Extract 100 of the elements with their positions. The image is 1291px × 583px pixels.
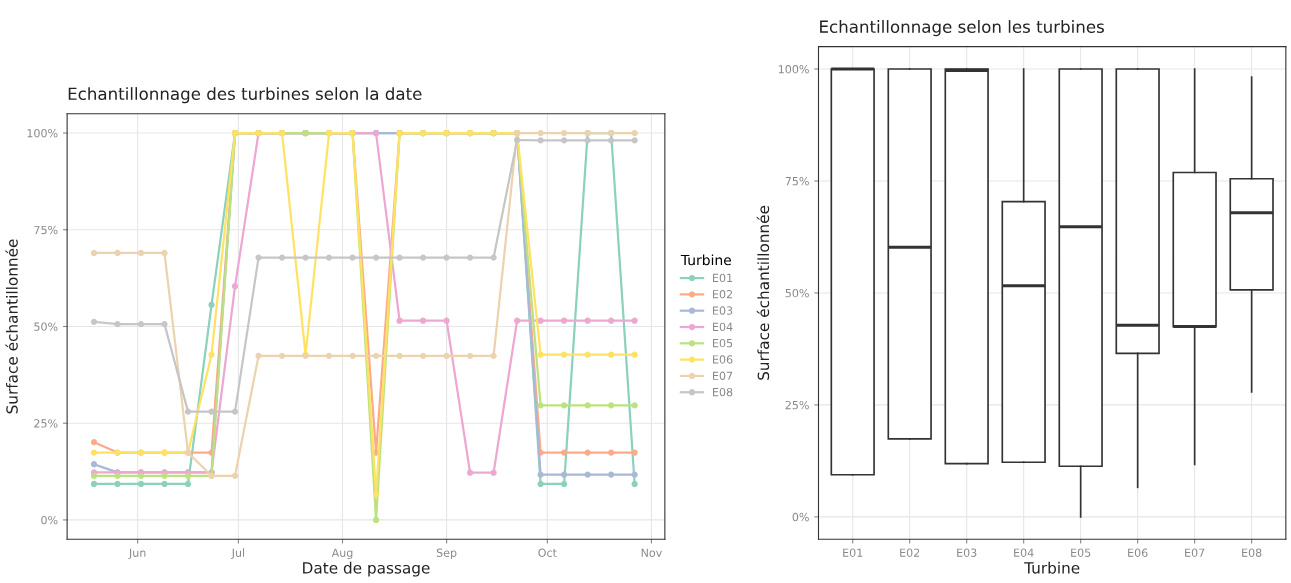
y-axis-title: Surface échantillonnée (756, 205, 770, 380)
point (631, 449, 638, 456)
point (631, 137, 638, 144)
y-tick-label: 50% (34, 322, 58, 331)
x-tick-label: Nov (641, 548, 662, 557)
point (513, 317, 521, 324)
point (560, 137, 568, 144)
point (231, 283, 239, 290)
chart-title: Echantillonnage des turbines selon la date (68, 87, 422, 104)
point (419, 317, 427, 324)
y-tick-label: 0% (41, 515, 58, 525)
point (537, 402, 544, 409)
y-tick-label: 100% (778, 65, 809, 74)
point (161, 249, 168, 257)
legend-label: E07 (713, 371, 733, 380)
point (372, 491, 380, 498)
point (372, 352, 380, 360)
point (631, 480, 638, 488)
point (419, 352, 427, 360)
point (560, 351, 568, 358)
point (231, 472, 239, 479)
point (396, 254, 403, 261)
point (114, 321, 121, 328)
point (584, 317, 591, 324)
legend-label: E01 (713, 273, 733, 283)
point (584, 351, 591, 358)
point (231, 408, 239, 415)
y-tick-label: 100% (27, 129, 58, 138)
legend-label: E04 (713, 322, 733, 332)
point (560, 471, 568, 478)
point (372, 516, 380, 524)
point (537, 317, 544, 324)
point (161, 480, 168, 488)
point (608, 471, 615, 478)
point (396, 352, 403, 360)
point (137, 480, 145, 488)
x-tick-label: E05 (1071, 548, 1091, 557)
point (631, 129, 638, 137)
x-tick-label: E04 (1014, 548, 1034, 557)
y-tick-label: 25% (785, 400, 809, 410)
point (631, 402, 638, 409)
point (208, 351, 215, 358)
x-axis-title: Date de passage (303, 561, 430, 577)
point (537, 471, 544, 478)
legend-label: E05 (713, 338, 733, 348)
legend-label: E08 (713, 387, 733, 397)
y-tick-label: 75% (34, 225, 58, 235)
point (584, 471, 591, 478)
point (584, 402, 591, 409)
point (608, 317, 615, 324)
point (419, 254, 427, 261)
point (278, 254, 286, 261)
point (208, 408, 215, 415)
point (490, 352, 497, 360)
x-tick-label: Aug (331, 548, 353, 560)
point (137, 249, 145, 257)
point (608, 402, 615, 409)
legend-label: E02 (713, 290, 732, 299)
point (325, 254, 333, 261)
point (537, 129, 544, 137)
point (443, 254, 450, 261)
y-tick-label: 25% (34, 419, 58, 428)
x-axis-title: Turbine (1024, 561, 1080, 574)
point (90, 249, 98, 257)
point (466, 469, 474, 476)
point (466, 352, 474, 360)
point (608, 351, 615, 358)
x-tick-label: E03 (957, 548, 977, 557)
x-tick-label: E08 (1242, 548, 1262, 557)
point (608, 137, 615, 144)
point (208, 301, 215, 308)
point (184, 480, 192, 488)
x-tick-label: E07 (1185, 548, 1205, 557)
x-tick-label: E01 (843, 548, 863, 557)
point (490, 254, 497, 261)
x-tick-label: E06 (1128, 548, 1148, 557)
x-tick-label: Sep (436, 548, 457, 560)
y-tick-label: 0% (792, 512, 809, 522)
point (349, 254, 356, 261)
legend-label: E06 (713, 355, 733, 364)
point (302, 254, 309, 261)
legend-label: E03 (713, 306, 733, 315)
point (513, 136, 521, 144)
point (278, 352, 286, 360)
point (631, 351, 638, 358)
point (466, 254, 474, 261)
point (396, 317, 403, 324)
point (90, 461, 98, 468)
point (631, 471, 638, 478)
point (631, 317, 638, 324)
point (349, 352, 356, 360)
point (90, 439, 98, 446)
x-tick-label: Jul (231, 548, 245, 559)
point (255, 352, 262, 360)
point (584, 137, 591, 144)
point (90, 449, 98, 456)
point (560, 402, 568, 409)
point (490, 469, 497, 476)
point (255, 254, 262, 261)
x-tick-label: Oct (538, 548, 557, 557)
